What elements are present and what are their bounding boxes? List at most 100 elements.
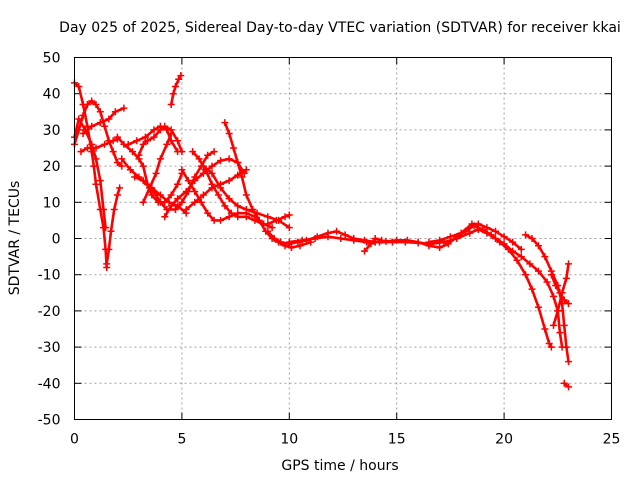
- series-track-v: [360, 235, 386, 255]
- y-tick-label: 40: [43, 87, 61, 103]
- y-tick-label: -50: [38, 413, 61, 429]
- data-point-marker: [324, 233, 332, 241]
- data-point-marker: [135, 151, 143, 159]
- data-point-marker: [165, 198, 173, 206]
- data-point-marker: [131, 173, 139, 181]
- data-point-marker: [277, 238, 285, 246]
- data-point-marker: [75, 82, 83, 90]
- data-point-marker: [367, 240, 375, 248]
- data-point-marker: [268, 224, 276, 232]
- data-point-marker: [350, 236, 358, 244]
- data-point-marker: [436, 244, 444, 252]
- x-axis-label: GPS time / hours: [281, 458, 398, 474]
- series-track-q: [199, 162, 293, 232]
- data-point-marker: [550, 321, 558, 329]
- data-point-marker: [88, 97, 96, 105]
- data-point-marker: [171, 206, 179, 214]
- data-point-marker: [195, 155, 203, 163]
- data-point-marker: [210, 216, 218, 224]
- data-point-marker: [298, 236, 306, 244]
- data-point-marker: [99, 224, 107, 232]
- data-point-marker: [111, 108, 119, 116]
- data-point-marker: [175, 75, 183, 83]
- data-point-marker: [468, 220, 476, 228]
- x-tick-label: 20: [495, 432, 513, 448]
- data-point-marker: [199, 191, 207, 199]
- data-point-marker: [285, 211, 293, 219]
- data-point-marker: [270, 235, 278, 242]
- data-point-marker: [217, 157, 225, 165]
- data-point-marker: [550, 292, 558, 300]
- series-line: [266, 213, 291, 226]
- data-point-marker: [96, 119, 104, 127]
- data-point-marker: [167, 130, 175, 138]
- data-point-marker: [242, 166, 250, 174]
- data-point-marker: [337, 235, 345, 242]
- data-point-marker: [150, 133, 158, 141]
- data-point-marker: [174, 180, 182, 188]
- data-point-marker: [543, 278, 551, 286]
- data-point-marker: [174, 202, 182, 210]
- data-point-marker: [388, 238, 396, 246]
- data-point-marker: [118, 162, 126, 170]
- data-point-marker: [255, 216, 263, 224]
- data-point-marker: [562, 274, 570, 282]
- data-point-marker: [217, 184, 225, 192]
- series-track-l: [139, 130, 175, 206]
- data-point-marker: [565, 300, 573, 308]
- data-point-marker: [113, 191, 121, 199]
- data-point-marker: [184, 177, 192, 185]
- data-point-marker: [528, 285, 536, 293]
- data-point-marker: [513, 256, 521, 264]
- series-track-i: [124, 122, 182, 156]
- series-line: [552, 262, 570, 327]
- x-tick-label: 25: [603, 432, 621, 448]
- data-point-marker: [526, 260, 534, 268]
- data-point-marker: [139, 140, 147, 148]
- data-point-marker: [110, 206, 118, 214]
- data-point-marker: [156, 155, 164, 163]
- data-point-marker: [92, 144, 100, 152]
- x-tick-label: 5: [177, 432, 186, 448]
- data-series: [71, 72, 573, 391]
- data-point-marker: [234, 213, 242, 221]
- data-point-marker: [174, 195, 182, 203]
- data-point-marker: [204, 209, 212, 217]
- x-tick-label: 0: [70, 432, 79, 448]
- x-tick-labels: 0 5 10 15 20 25: [70, 432, 620, 448]
- data-point-marker: [287, 244, 295, 252]
- data-point-marker: [500, 240, 508, 248]
- data-point-marker: [126, 166, 134, 174]
- data-point-marker: [152, 169, 160, 177]
- data-point-marker: [208, 162, 216, 170]
- data-point-marker: [509, 238, 517, 246]
- data-point-marker: [249, 206, 257, 214]
- data-point-marker: [96, 177, 104, 185]
- data-point-marker: [189, 148, 197, 156]
- chart-title: Day 025 of 2025, Sidereal Day-to-day VTE…: [59, 20, 621, 36]
- data-point-marker: [92, 180, 100, 188]
- data-point-marker: [453, 235, 461, 242]
- data-point-marker: [88, 122, 96, 130]
- data-point-marker: [103, 260, 111, 268]
- data-point-marker: [113, 158, 121, 166]
- data-point-marker: [446, 233, 454, 241]
- series-track-u: [285, 225, 566, 351]
- y-tick-label: -20: [38, 304, 61, 320]
- data-point-marker: [264, 227, 272, 235]
- data-point-marker: [565, 358, 573, 366]
- series-line: [202, 164, 291, 229]
- data-point-marker: [167, 191, 175, 199]
- data-point-marker: [311, 235, 319, 242]
- data-point-marker: [191, 177, 199, 185]
- data-point-marker: [182, 187, 190, 195]
- data-point-marker: [545, 339, 553, 347]
- data-point-marker: [178, 166, 186, 174]
- data-point-marker: [90, 162, 98, 170]
- data-point-marker: [120, 104, 128, 112]
- data-point-marker: [178, 148, 186, 156]
- y-tick-label: 0: [52, 232, 61, 248]
- data-point-marker: [517, 253, 525, 261]
- data-point-marker: [171, 82, 179, 90]
- y-tick-label: -30: [38, 340, 61, 356]
